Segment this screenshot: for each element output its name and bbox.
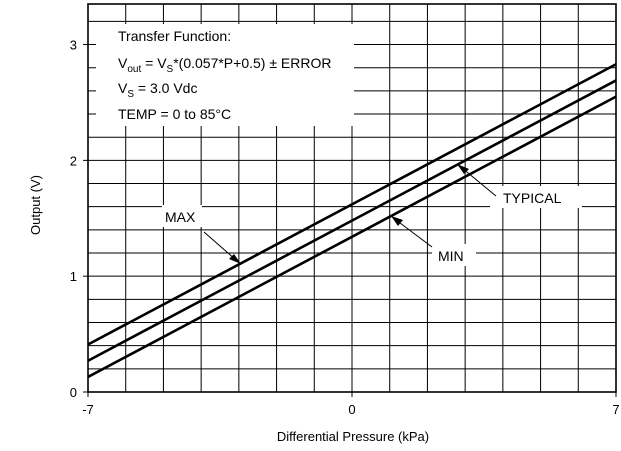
x-axis-label: Differential Pressure (kPa) [277,429,429,444]
typical-pointer [461,167,497,197]
vout-equation: Vout = VS*(0.057*P+0.5) ± ERROR [118,55,331,75]
tick-labels: -7 0 7 0 1 2 3 [70,38,620,417]
typical-label: TYPICAL [503,190,562,206]
max-pointer [203,231,237,261]
series-lines [87,63,617,379]
typical-label-background [490,186,582,208]
x-tick-label: -7 [82,402,94,417]
temperature-range: TEMP = 0 to 85°C [118,106,231,122]
max-arrowhead [229,254,241,264]
max-label-background [162,205,202,227]
transfer-function-title: Transfer Function: [118,28,231,44]
series-line-typical [87,79,617,362]
y-tick-label: 2 [70,153,77,168]
min-pointer [395,219,433,248]
x-tick-label: 7 [612,402,619,417]
series-line-min [87,95,617,379]
y-axis-label: Output (V) [28,175,43,235]
supply-voltage: VS = 3.0 Vdc [118,80,197,100]
y-tick-label: 0 [70,385,77,400]
typical-arrowhead [457,164,469,174]
min-label: MIN [438,248,464,264]
series-line-max [87,63,617,346]
y-tick-label: 1 [70,269,77,284]
max-label: MAX [165,209,196,225]
min-arrowhead [391,216,403,226]
y-tick-label: 3 [70,38,77,53]
min-label-background [432,244,476,266]
x-tick-label: 0 [348,402,355,417]
annotation-background [96,24,354,126]
